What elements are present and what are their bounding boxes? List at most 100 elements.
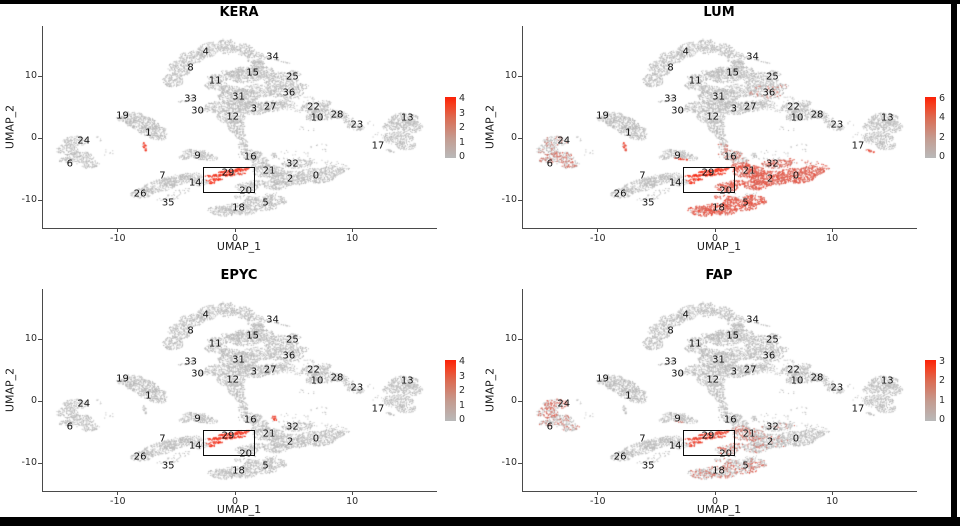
cluster-label-12: 12 xyxy=(706,374,720,386)
cluster-label-2: 2 xyxy=(766,436,774,448)
cluster-label-21: 21 xyxy=(262,165,276,177)
cluster-label-2: 2 xyxy=(286,173,294,185)
y-tick-label: 10 xyxy=(504,70,517,81)
cluster-label-17: 17 xyxy=(371,403,385,415)
y-tick-mark xyxy=(38,338,42,340)
highlight-box xyxy=(682,167,736,193)
y-axis-line xyxy=(42,289,44,492)
cluster-label-17: 17 xyxy=(851,403,865,415)
umap-scatter-canvas xyxy=(0,0,480,263)
cluster-label-22: 22 xyxy=(787,101,800,113)
y-tick-label: 0 xyxy=(510,132,517,143)
x-tick-label: -10 xyxy=(590,496,606,507)
x-tick-label: 0 xyxy=(231,233,239,244)
cluster-label-0: 0 xyxy=(312,170,320,182)
cluster-label-4: 4 xyxy=(202,46,209,58)
cluster-label-13: 13 xyxy=(400,375,414,387)
cluster-label-23: 23 xyxy=(830,382,844,394)
y-tick-label: 10 xyxy=(504,333,517,344)
cluster-label-29: 29 xyxy=(701,430,715,442)
cluster-label-19: 19 xyxy=(116,110,129,122)
cluster-label-29: 29 xyxy=(221,430,235,442)
cluster-label-3: 3 xyxy=(730,103,737,115)
x-tick-label: 10 xyxy=(346,233,359,244)
cluster-label-35: 35 xyxy=(161,197,175,209)
cluster-label-27: 27 xyxy=(263,364,277,376)
x-tick-mark xyxy=(351,228,353,232)
cluster-label-35: 35 xyxy=(641,197,655,209)
x-tick-label: 0 xyxy=(711,496,719,507)
cluster-label-15: 15 xyxy=(246,330,259,342)
cluster-label-35: 35 xyxy=(641,460,655,472)
cluster-label-11: 11 xyxy=(208,338,222,350)
cluster-label-32: 32 xyxy=(766,158,779,170)
cluster-label-11: 11 xyxy=(208,75,222,87)
cluster-label-22: 22 xyxy=(787,364,800,376)
x-tick-mark xyxy=(117,228,119,232)
colorbar-tick-label: 1 xyxy=(939,394,946,406)
colorbar-tick-label: 1 xyxy=(459,136,466,148)
cluster-label-23: 23 xyxy=(350,382,364,394)
cluster-label-21: 21 xyxy=(742,165,756,177)
cluster-label-11: 11 xyxy=(688,338,702,350)
cluster-label-12: 12 xyxy=(226,111,240,123)
cluster-label-26: 26 xyxy=(613,188,627,200)
x-tick-mark xyxy=(597,228,599,232)
cluster-label-31: 31 xyxy=(712,354,725,366)
colorbar-tick-label: 1 xyxy=(459,399,466,411)
cluster-label-24: 24 xyxy=(77,135,91,147)
x-axis-label: UMAP_1 xyxy=(696,240,742,253)
cluster-label-27: 27 xyxy=(263,101,277,113)
cluster-label-5: 5 xyxy=(742,460,749,472)
x-tick-label: 10 xyxy=(826,233,839,244)
cluster-label-14: 14 xyxy=(668,440,682,452)
x-tick-mark xyxy=(831,228,833,232)
cluster-label-24: 24 xyxy=(557,135,571,147)
cluster-label-33: 33 xyxy=(184,93,197,105)
y-tick-label: 10 xyxy=(24,70,37,81)
cluster-label-3: 3 xyxy=(730,366,737,378)
cluster-label-28: 28 xyxy=(810,109,824,121)
cluster-label-9: 9 xyxy=(674,150,681,162)
cluster-label-1: 1 xyxy=(145,390,152,402)
y-tick-label: 0 xyxy=(510,395,517,406)
cluster-label-27: 27 xyxy=(743,364,757,376)
cluster-label-21: 21 xyxy=(742,428,756,440)
cluster-label-15: 15 xyxy=(726,67,739,79)
frame-bottom-bar xyxy=(0,517,960,526)
cluster-label-21: 21 xyxy=(262,428,276,440)
cluster-label-6: 6 xyxy=(546,421,553,433)
panel-title: EPYC xyxy=(220,268,258,283)
cluster-label-20: 20 xyxy=(719,448,732,460)
cluster-label-25: 25 xyxy=(766,334,779,346)
x-tick-label: 0 xyxy=(231,496,239,507)
y-axis-line xyxy=(522,26,524,229)
y-axis-line xyxy=(42,26,44,229)
cluster-label-17: 17 xyxy=(371,140,385,152)
cluster-label-6: 6 xyxy=(546,158,553,170)
cluster-label-20: 20 xyxy=(719,185,732,197)
x-tick-mark xyxy=(351,491,353,495)
cluster-label-34: 34 xyxy=(266,51,279,63)
cluster-label-12: 12 xyxy=(706,111,720,123)
cluster-label-19: 19 xyxy=(596,110,609,122)
cluster-label-19: 19 xyxy=(596,373,609,385)
x-tick-mark xyxy=(117,491,119,495)
cluster-label-26: 26 xyxy=(133,451,147,463)
cluster-label-8: 8 xyxy=(187,325,194,337)
x-tick-label: -10 xyxy=(590,233,606,244)
colorbar-tick-label: 4 xyxy=(939,112,946,124)
cluster-label-17: 17 xyxy=(851,140,865,152)
cluster-label-25: 25 xyxy=(286,71,299,83)
colorbar-tick-label: 3 xyxy=(939,356,946,367)
cluster-label-28: 28 xyxy=(330,372,344,384)
x-axis-line xyxy=(522,228,917,230)
cluster-label-7: 7 xyxy=(159,433,166,445)
x-tick-mark xyxy=(234,491,236,495)
cluster-label-18: 18 xyxy=(712,465,725,477)
y-tick-label: 0 xyxy=(30,395,37,406)
cluster-label-0: 0 xyxy=(312,433,320,445)
cluster-label-16: 16 xyxy=(723,414,737,426)
colorbar-tick-label: 0 xyxy=(459,414,466,425)
